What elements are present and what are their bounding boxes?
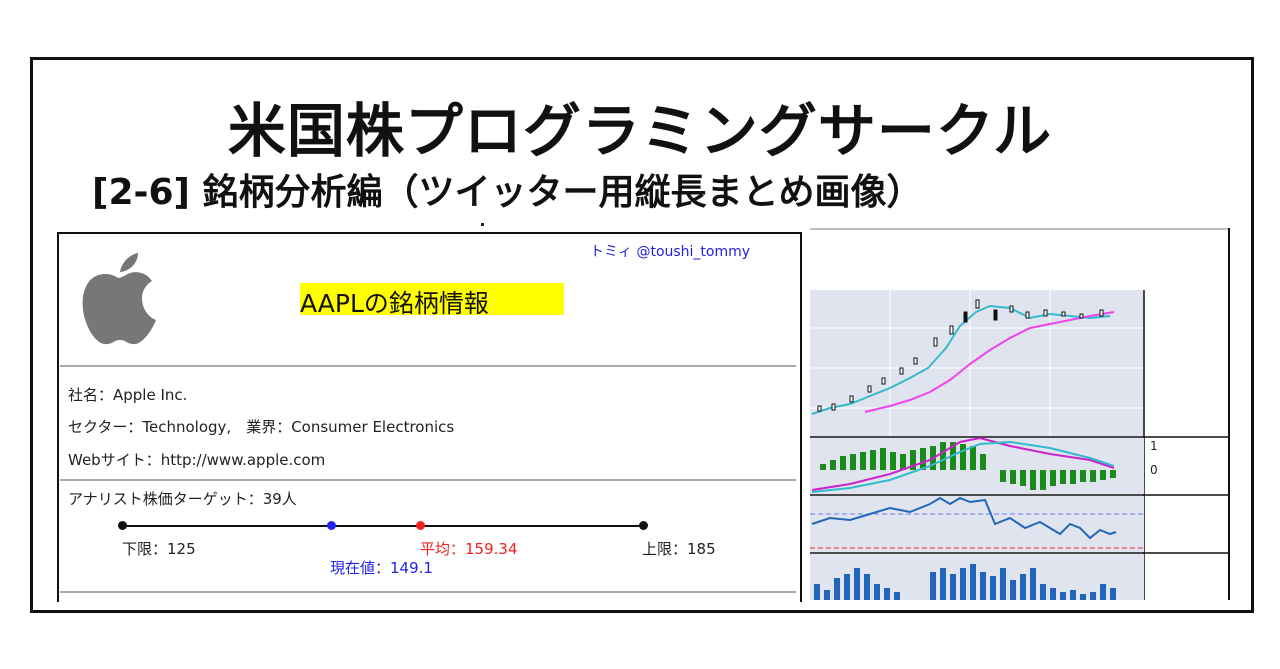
divider: [60, 479, 796, 481]
author-handle: トミィ @toushi_tommy: [590, 244, 751, 260]
gauge-low-marker: [118, 521, 127, 530]
page-subtitle: [2-6] 銘柄分析編（ツイッター用縦長まとめ画像）: [92, 172, 923, 213]
gauge-high-marker: [639, 521, 648, 530]
price-ma-long: [864, 311, 1115, 413]
gauge-current-marker: [327, 521, 337, 530]
apple-logo-icon: [82, 253, 156, 345]
outer-frame: [30, 57, 1254, 613]
website: Webサイト：http://www.apple.com: [68, 451, 326, 469]
gauge-high-label: 上限：185: [642, 540, 716, 558]
volume-bars: [814, 564, 1116, 600]
sector-industry: セクター：Technology, 業界：Consumer Electronics: [68, 418, 455, 436]
stock-title: AAPLの銘柄情報: [300, 289, 489, 318]
rsi-line: [811, 496, 1117, 540]
divider-dot: [481, 223, 484, 226]
macd-line: [811, 436, 1115, 491]
macd-tick-top: 1: [1150, 439, 1158, 453]
chart-right-border: [1228, 228, 1230, 600]
price-candles: [817, 299, 1104, 412]
target-gauge-line: [123, 525, 643, 527]
gauge-current-label: 現在値：149.1: [330, 559, 433, 577]
macd-signal: [811, 440, 1115, 493]
gauge-low-label: 下限：125: [122, 540, 196, 558]
stock-chart: 1 0: [810, 228, 1228, 600]
price-ma-short: [811, 304, 1111, 415]
divider: [60, 365, 796, 367]
rsi-panel: [810, 496, 1144, 552]
gauge-avg-label: 平均：159.34: [420, 540, 518, 558]
company-name: 社名：Apple Inc.: [68, 386, 188, 404]
title-highlight: [300, 283, 564, 315]
macd-tick-zero: 0: [1150, 463, 1158, 477]
analyst-count: アナリスト株価ターゲット：39人: [68, 490, 297, 508]
gauge-avg-marker: [416, 521, 426, 530]
divider: [60, 591, 796, 593]
page-title: 米国株プログラミングサークル: [227, 97, 1053, 165]
